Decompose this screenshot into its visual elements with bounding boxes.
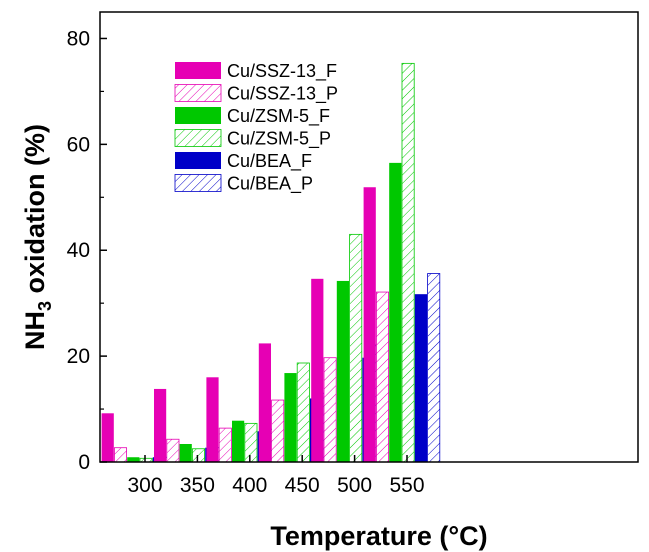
y-axis-title-main: NH [20,311,50,350]
bar-cu-ssz-13-p-300 [114,447,128,463]
legend-swatch-cu-zsm-5-f [175,107,221,124]
bar-cu-ssz-13-p-350 [166,438,180,463]
bar-cu-ssz-13-f-350 [154,388,167,462]
legend-label-cu-zsm-5-p: Cu/ZSM-5_P [227,129,331,150]
y-tick-label: 80 [67,27,90,50]
bar-cu-ssz-13-p-500 [323,357,337,463]
legend-label-cu-ssz-13-p: Cu/SSZ-13_P [227,84,338,105]
x-tick-label-550: 550 [389,474,424,497]
legend-label-cu-ssz-13-f: Cu/SSZ-13_F [227,61,337,82]
bar-cu-ssz-13-p-400 [218,427,232,463]
legend-swatch-cu-ssz-13-f [175,62,221,79]
y-axis-title-rest: oxidation (%) [20,124,50,301]
y-tick-label: 0 [78,451,90,474]
x-tick-label-450: 450 [285,474,320,497]
y-axis-title: NH3 oxidation (%) [20,124,55,350]
bar-cu-zsm-5-f-500 [336,280,349,462]
bar-cu-zsm-5-f-300 [127,457,140,462]
bar-cu-zsm-5-p-450 [296,362,310,463]
bar-cu-bea-p-550 [427,273,441,463]
legend-swatch-cu-ssz-13-p [174,84,222,102]
x-tick-label-400: 400 [232,474,267,497]
bar-cu-bea-f-550 [414,294,427,462]
legend-label-cu-bea-p: Cu/BEA_P [227,174,313,195]
bar-cu-zsm-5-p-400 [244,422,258,463]
bar-cu-ssz-13-p-550 [375,291,389,463]
bar-cu-ssz-13-f-450 [258,343,271,462]
x-tick-label-350: 350 [180,474,215,497]
plot-frame [99,11,639,463]
bar-cu-ssz-13-f-400 [206,377,219,462]
legend-swatch-cu-bea-p [174,174,222,192]
bar-cu-zsm-5-f-400 [232,420,245,462]
bar-cu-zsm-5-p-350 [191,448,205,463]
bars [101,62,441,463]
y-tick-label: 60 [67,133,90,156]
legend-label-cu-bea-f: Cu/BEA_F [227,151,312,172]
bar-cu-ssz-13-f-550 [363,187,376,463]
legend-label-cu-zsm-5-f: Cu/ZSM-5_F [227,106,330,127]
bar-cu-ssz-13-f-500 [311,278,324,462]
bar-cu-zsm-5-p-500 [349,233,363,463]
legend: Cu/SSZ-13_FCu/SSZ-13_PCu/ZSM-5_FCu/ZSM-5… [174,61,338,195]
y-tick-label: 20 [67,345,90,368]
bar-cu-ssz-13-f-300 [101,413,114,462]
legend-swatch-cu-zsm-5-p [174,129,222,147]
bar-cu-ssz-13-p-450 [271,399,285,463]
x-axis-title: Temperature (°C) [270,521,487,551]
axes: 0 20 40 60 80 300 350 400 450 500 550 [67,27,425,497]
bar-cu-zsm-5-p-550 [401,62,415,463]
x-tick-label-500: 500 [337,474,372,497]
bar-cu-zsm-5-f-550 [389,162,402,462]
x-tick-label-300: 300 [127,474,162,497]
y-axis-title-subscript: 3 [35,301,55,311]
legend-swatch-cu-bea-f [175,152,221,169]
bar-cu-zsm-5-f-350 [179,444,192,462]
bar-cu-zsm-5-f-450 [284,373,297,462]
y-tick-label: 40 [67,239,90,262]
